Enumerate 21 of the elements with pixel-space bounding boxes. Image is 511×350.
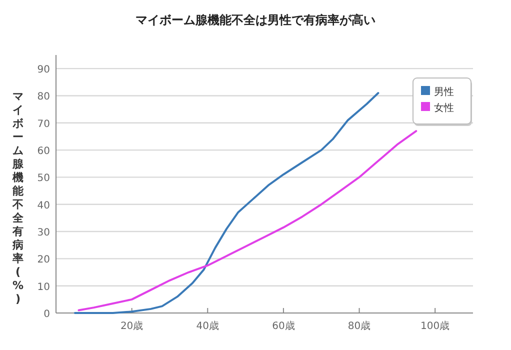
y-tick-label: 70 <box>37 118 50 130</box>
legend-label: 男性 <box>434 86 454 98</box>
y-tick-label: 80 <box>37 92 50 103</box>
y-tick-label: 40 <box>37 200 50 212</box>
y-tick-label: 20 <box>37 254 50 266</box>
x-tick-label: 100歳 <box>420 320 450 332</box>
x-tick-label: 40歳 <box>196 320 220 332</box>
y-tick-label: 50 <box>37 173 50 184</box>
line-series <box>78 130 418 312</box>
x-tick-label: 20歳 <box>120 320 144 332</box>
text: マイボーム腺機能不全有病率(%) <box>12 90 24 306</box>
x-tick-label: 80歳 <box>348 320 371 332</box>
x-tick-label: 60歳 <box>272 320 295 332</box>
y-tick-label: 30 <box>37 228 50 239</box>
chart-title: マイボーム腺機能不全は男性で有病率が高い <box>136 13 376 27</box>
y-tick-label: 90 <box>37 64 50 76</box>
legend-label: 女性 <box>434 102 454 114</box>
y-tick-label: 0 <box>44 309 50 320</box>
y-tick-label: 10 <box>37 282 50 293</box>
line-series <box>74 92 380 314</box>
y-tick-label: 60 <box>37 146 50 158</box>
